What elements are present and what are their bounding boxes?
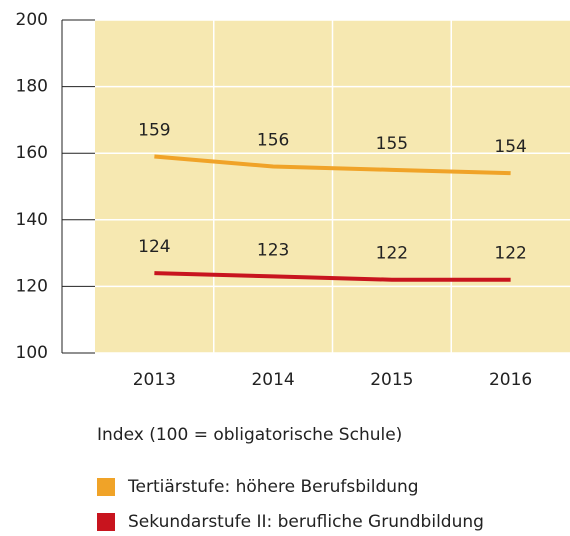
- legend-swatch: [97, 478, 115, 496]
- legend-swatch: [97, 513, 115, 531]
- data-label: 154: [494, 137, 526, 157]
- legend-label: Sekundarstufe II: berufliche Grundbildun…: [128, 512, 484, 532]
- data-label: 159: [138, 121, 170, 141]
- series-line: [154, 154, 511, 176]
- series-line: [154, 271, 511, 282]
- legend-label: Tertiärstufe: höhere Berufsbildung: [127, 477, 419, 497]
- data-label: 124: [138, 237, 170, 257]
- y-tick-label: 200: [16, 10, 48, 30]
- data-label: 155: [376, 134, 408, 154]
- index-note: Index (100 = obligatorische Schule): [97, 425, 402, 445]
- x-tick-label: 2014: [251, 370, 294, 390]
- y-tick-label: 100: [16, 343, 48, 363]
- data-label: 122: [494, 244, 526, 264]
- y-tick-label: 140: [16, 210, 48, 230]
- data-label: 122: [376, 244, 408, 264]
- data-label: 123: [257, 240, 289, 260]
- data-label: 156: [257, 131, 289, 151]
- x-tick-label: 2015: [370, 370, 413, 390]
- x-tick-label: 2013: [133, 370, 176, 390]
- y-tick-label: 160: [16, 143, 48, 163]
- y-tick-label: 120: [16, 276, 48, 296]
- x-tick-label: 2016: [489, 370, 532, 390]
- y-tick-label: 180: [16, 77, 48, 97]
